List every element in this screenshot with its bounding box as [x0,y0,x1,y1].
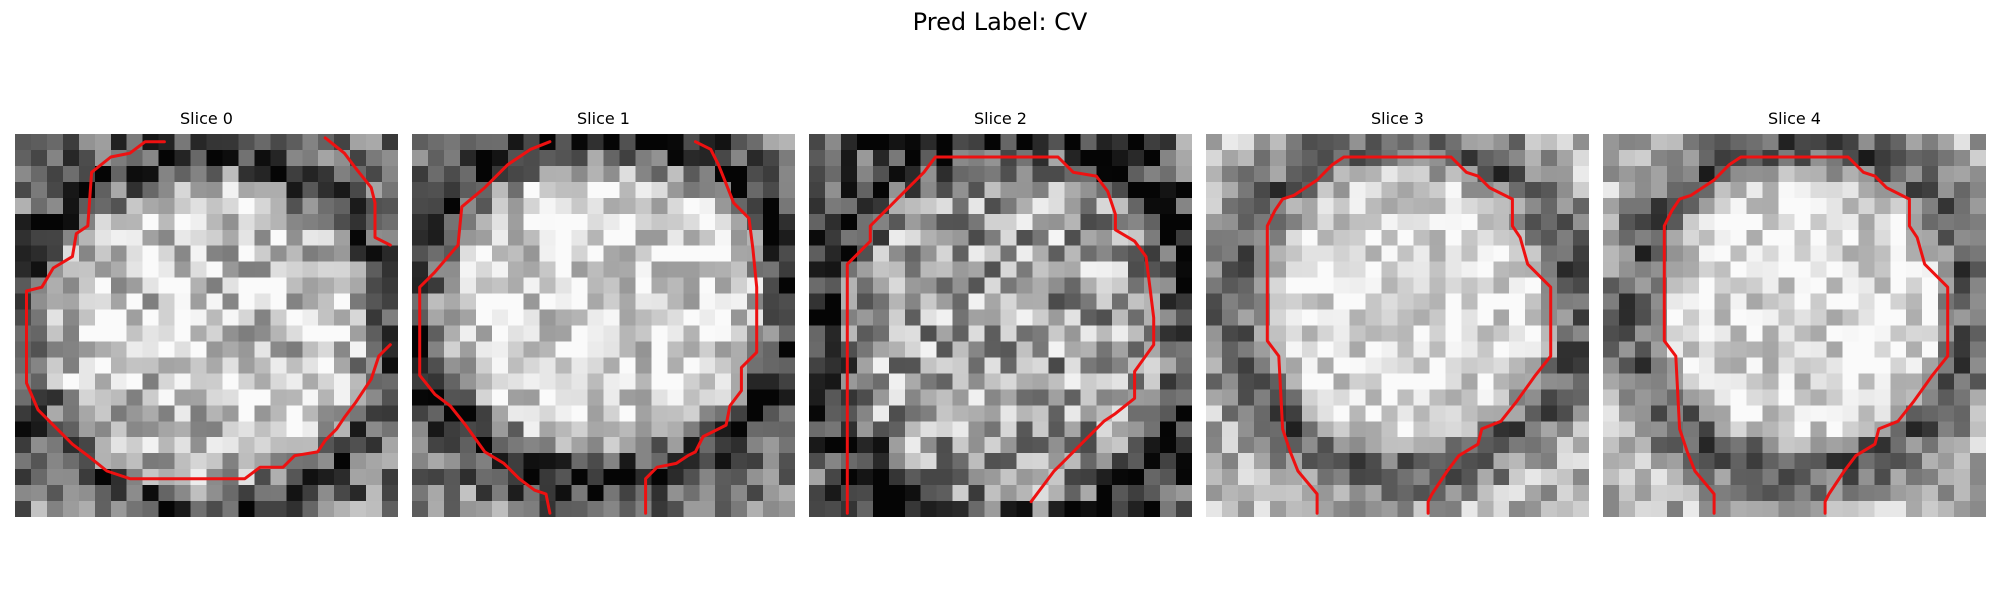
slice-pixels-4 [1603,134,1986,517]
slice-pixels-0 [15,134,398,517]
slice-image-0 [15,134,398,517]
contour-line-3-0 [1265,155,1553,515]
slice-title-1: Slice 1 [577,109,630,128]
contour-line-4-0 [1662,155,1950,515]
contour-line-0-0 [25,140,392,481]
slice-panel-4: Slice 4 [1603,108,1986,518]
contour-line-2-0 [845,155,1156,515]
slice-panel-1: Slice 1 [412,108,795,518]
slice-pixels-3 [1206,134,1589,517]
slice-panel-2: Slice 2 [809,108,1192,518]
slice-image-4 [1603,134,1986,517]
slice-panel-0: Slice 0 [15,108,398,518]
figure-title: Pred Label: CV [912,8,1088,36]
slice-image-3 [1206,134,1589,517]
slice-image-1 [412,134,795,517]
contour-line-1-1 [644,140,759,515]
slice-panel-3: Slice 3 [1206,108,1589,518]
slice-pixels-1 [412,134,795,517]
slice-pixels-2 [809,134,1192,517]
contour-line-1-0 [418,140,552,515]
slice-title-3: Slice 3 [1371,109,1424,128]
contour-line-0-1 [323,136,392,247]
slice-image-2 [809,134,1192,517]
slice-title-0: Slice 0 [180,109,233,128]
slice-title-4: Slice 4 [1768,109,1821,128]
slice-title-2: Slice 2 [974,109,1027,128]
